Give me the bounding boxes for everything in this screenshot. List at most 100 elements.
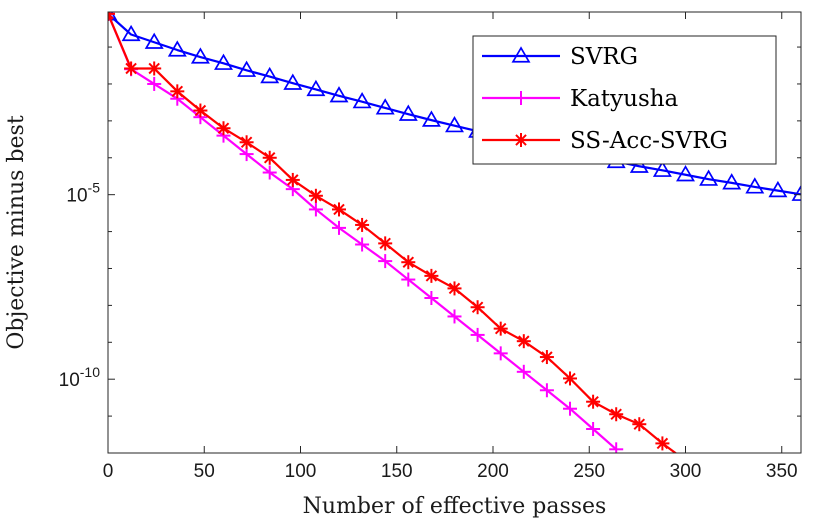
triangle-marker — [306, 79, 326, 97]
x-tick-label: 200 — [477, 461, 509, 482]
star-marker — [262, 150, 277, 165]
star-marker-d2 — [333, 203, 345, 216]
star-marker-d2 — [494, 322, 507, 335]
plus-marker — [609, 442, 624, 453]
triangle-marker — [421, 110, 441, 127]
plot-frame — [107, 11, 802, 454]
star-marker-d2 — [471, 301, 484, 313]
star-marker — [655, 436, 670, 451]
triangle-marker — [699, 169, 719, 186]
x-tick-label: 350 — [766, 461, 798, 482]
triangle-marker — [398, 104, 418, 121]
star-marker-d2 — [515, 134, 527, 146]
star-marker-d2 — [541, 351, 553, 363]
star-marker — [147, 61, 162, 76]
star-marker-d2 — [125, 62, 137, 75]
star-marker-d2 — [148, 62, 160, 75]
x-tick-label: 150 — [381, 461, 413, 482]
triangle-marker — [214, 53, 233, 70]
series-ss-acc-svrg — [108, 12, 678, 453]
star-marker — [514, 133, 528, 147]
plus-marker — [147, 76, 162, 91]
triangle-marker — [791, 184, 801, 201]
plus-marker — [516, 364, 531, 379]
star-marker-d2 — [448, 282, 461, 295]
star-marker — [308, 188, 323, 203]
star-marker-d2 — [379, 237, 391, 250]
y-axis-label: Objective minus best — [4, 115, 29, 350]
plus-marker — [308, 202, 323, 217]
star-marker — [401, 255, 416, 270]
legend-item-ss-acc-svrg: SS-Acc-SVRG — [482, 128, 728, 154]
triangle-marker — [167, 40, 187, 57]
triangle-marker — [190, 47, 210, 64]
plus-marker — [563, 401, 577, 416]
star-marker — [355, 217, 370, 232]
triangle-marker — [121, 24, 141, 42]
star-marker-d2 — [194, 104, 207, 117]
star-marker — [170, 84, 185, 99]
star-marker-d2 — [263, 152, 276, 164]
triangle-marker — [745, 177, 765, 194]
legend-label-katyusha: Katyusha — [570, 86, 679, 112]
star-marker-d2 — [356, 219, 368, 231]
triangle-marker — [144, 32, 164, 49]
plus-marker — [539, 383, 554, 398]
plus-marker — [332, 220, 346, 235]
plus-marker — [378, 254, 393, 269]
star-marker-d2 — [402, 256, 415, 268]
star-marker — [586, 394, 601, 409]
legend-item-katyusha: Katyusha — [482, 86, 679, 112]
x-tick-label: 50 — [194, 461, 215, 482]
axes-layer: 0 50 100 150 200 250 300 350 10-5 10-10 — [59, 12, 801, 482]
plus-marker — [355, 237, 370, 252]
star-marker-d2 — [310, 190, 322, 202]
star-marker-d2 — [287, 174, 299, 186]
star-marker-d2 — [171, 85, 184, 98]
plus-marker — [262, 165, 277, 180]
star-marker-d2 — [217, 122, 230, 134]
y-tick-label: 10-5 — [66, 180, 100, 207]
triangle-marker — [652, 160, 672, 177]
star-marker-d2 — [610, 408, 622, 420]
star-marker — [632, 417, 647, 432]
star-marker — [124, 61, 139, 76]
star-marker-d2 — [587, 395, 599, 408]
star-marker — [609, 407, 624, 422]
star-marker-d1 — [108, 12, 114, 20]
triangle-marker — [722, 173, 742, 190]
triangle-marker — [629, 156, 649, 173]
star-marker-d2 — [518, 335, 530, 347]
plus-marker — [470, 327, 485, 342]
plus-marker — [239, 147, 254, 162]
triangle-marker — [768, 180, 788, 198]
plus-marker — [401, 272, 416, 287]
star-marker — [470, 300, 485, 315]
star-marker-d2 — [564, 372, 576, 385]
plus-marker — [586, 422, 601, 437]
triangle-marker — [445, 115, 464, 133]
plus-marker — [493, 346, 508, 361]
star-marker — [378, 236, 393, 251]
triangle-marker — [511, 46, 531, 63]
star-marker — [216, 121, 231, 136]
triangle-marker — [108, 12, 118, 21]
star-marker — [239, 135, 254, 150]
triangle-marker — [237, 60, 257, 77]
star-marker — [563, 371, 577, 386]
plus-marker — [447, 309, 462, 324]
triangle-marker — [260, 66, 280, 84]
star-marker — [424, 268, 439, 283]
x-tick-label: 0 — [103, 461, 114, 482]
triangle-marker — [676, 165, 695, 182]
star-marker-d2 — [425, 270, 438, 282]
x-axis-label: Number of effective passes — [303, 494, 607, 519]
star-marker-d2 — [240, 136, 253, 149]
x-tick-label: 100 — [285, 461, 317, 482]
legend-label-ss-acc-svrg: SS-Acc-SVRG — [570, 128, 728, 154]
legend-item-svrg: SVRG — [482, 44, 638, 70]
x-tick-label: 300 — [670, 461, 702, 482]
star-marker — [447, 281, 462, 296]
series-line-svrg — [108, 13, 801, 196]
